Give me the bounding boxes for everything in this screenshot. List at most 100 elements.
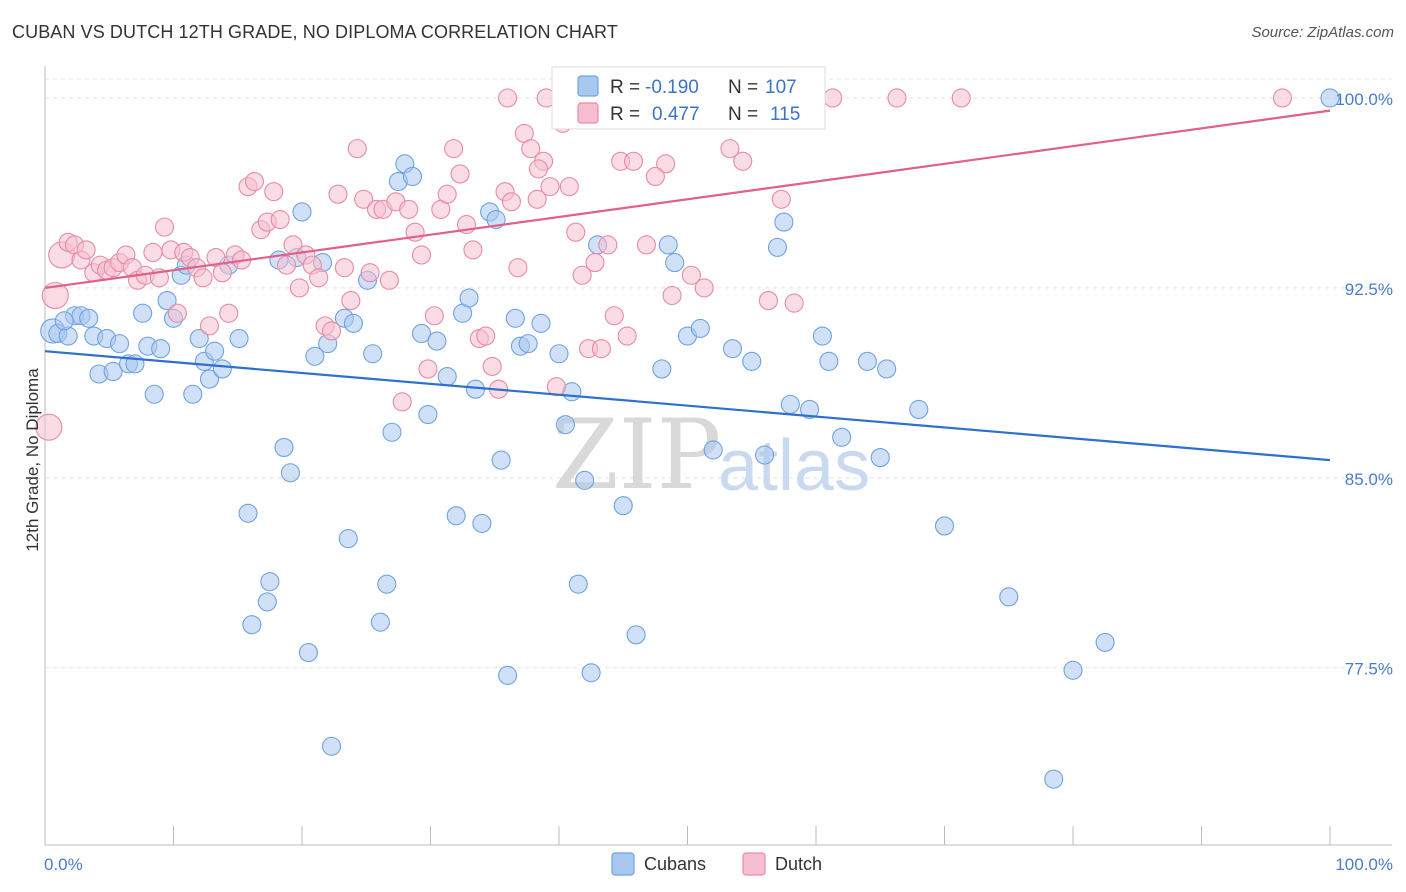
dutch-point [546, 377, 566, 397]
dutch-point [527, 189, 547, 209]
dutch-point [167, 303, 187, 323]
cubans-point [658, 235, 678, 255]
dutch-r-value: 0.477 [652, 104, 700, 125]
cubans-point [934, 516, 955, 536]
cubans-point [909, 399, 929, 420]
cubans-point [377, 574, 397, 594]
cubans-point [549, 344, 569, 364]
cubans-point [1320, 88, 1340, 108]
dutch-n-value: 115 [770, 104, 800, 125]
cubans-point [703, 440, 723, 460]
dutch-point [76, 240, 96, 260]
cubans-point [229, 328, 249, 349]
dutch-point [143, 242, 163, 263]
cubans-point [144, 384, 164, 404]
cubans-point [1095, 632, 1115, 652]
y-tick-label: 92.5% [1345, 280, 1393, 299]
y-tick-label: 85.0% [1345, 470, 1393, 489]
dutch-point [270, 209, 290, 230]
cubans-point [418, 404, 438, 425]
cubans-point [568, 574, 588, 594]
dutch-point [35, 413, 63, 441]
dutch-point [758, 291, 779, 311]
dutch-point [379, 270, 399, 290]
cubans-point [491, 450, 511, 470]
legend-dutch-swatch [742, 852, 766, 876]
dutch-point [212, 263, 232, 283]
cubans-trend-line [44, 350, 1331, 462]
dutch-point [341, 291, 361, 311]
dutch-point [636, 235, 656, 255]
cubans-n-value: 107 [765, 77, 797, 98]
cubans-point [722, 339, 743, 359]
legend-cubans-swatch [611, 852, 635, 876]
x-tick-labels: 0.0% 100.0% [44, 855, 1393, 874]
cubans-point [54, 311, 74, 331]
dutch-point [887, 88, 907, 108]
cubans-point [427, 331, 447, 351]
cubans-point [382, 422, 402, 442]
cubans-point [257, 592, 277, 612]
cubans-point [800, 399, 820, 420]
dutch-point [244, 171, 265, 192]
cubans-point [103, 361, 123, 382]
cubans-point [1044, 769, 1064, 789]
dutch-point [154, 217, 175, 237]
dutch-point [585, 253, 605, 273]
cubans-point [877, 359, 897, 379]
dutch-point [694, 278, 714, 298]
dutch-point [418, 359, 438, 379]
cubans-point [999, 587, 1019, 607]
dutch-point [328, 184, 348, 204]
source-label: Source: ZipAtlas.com [1251, 24, 1394, 41]
dutch-point [277, 255, 297, 275]
dutch-point [501, 192, 522, 212]
cubans-point [613, 496, 633, 516]
cubans-point [437, 366, 457, 387]
legend-cubans-label: Cubans [644, 854, 706, 874]
cubans-point [238, 503, 258, 523]
dutch-point [334, 258, 354, 278]
cubans-point [260, 572, 280, 592]
dutch-point [681, 265, 701, 285]
cubans-point [652, 359, 672, 379]
cubans-point [370, 612, 390, 632]
cubans-n-label: N = [728, 77, 758, 98]
dutch-point [392, 392, 412, 412]
cubans-point [774, 212, 794, 232]
cubans-point [151, 339, 171, 359]
dutch-point [733, 151, 753, 171]
cubans-point [505, 308, 525, 328]
cubans-point [343, 313, 363, 333]
cubans-point [298, 642, 318, 663]
cubans-point [575, 470, 595, 490]
cubans-point [242, 615, 262, 635]
trend-lines [44, 109, 1331, 462]
dutch-point [951, 88, 971, 108]
dutch-point [771, 189, 791, 209]
dutch-point [498, 88, 518, 108]
cubans-point [363, 344, 383, 364]
cubans-point [767, 237, 788, 257]
cubans-point [322, 736, 342, 756]
dutch-point [559, 177, 579, 197]
cubans-point [581, 663, 601, 683]
cubans-point [133, 303, 153, 323]
cubans-point [446, 506, 466, 526]
dutch-point [309, 268, 329, 288]
cubans-point [212, 359, 232, 379]
cubans-point [812, 326, 832, 346]
cubans-point [402, 166, 423, 187]
series-legend: Cubans Dutch [611, 852, 822, 876]
dutch-r-label: R = [610, 104, 640, 125]
dutch-point [347, 139, 367, 159]
dutch-point [411, 245, 432, 265]
dutch-point [193, 268, 213, 288]
axes [44, 66, 1392, 846]
dutch-point [482, 356, 502, 376]
cubans-point [157, 291, 177, 311]
dutch-point [219, 303, 239, 323]
stats-legend: R = -0.190 N = 107 R = 0.477 N = 115 [551, 66, 826, 130]
cubans-point [274, 437, 294, 457]
